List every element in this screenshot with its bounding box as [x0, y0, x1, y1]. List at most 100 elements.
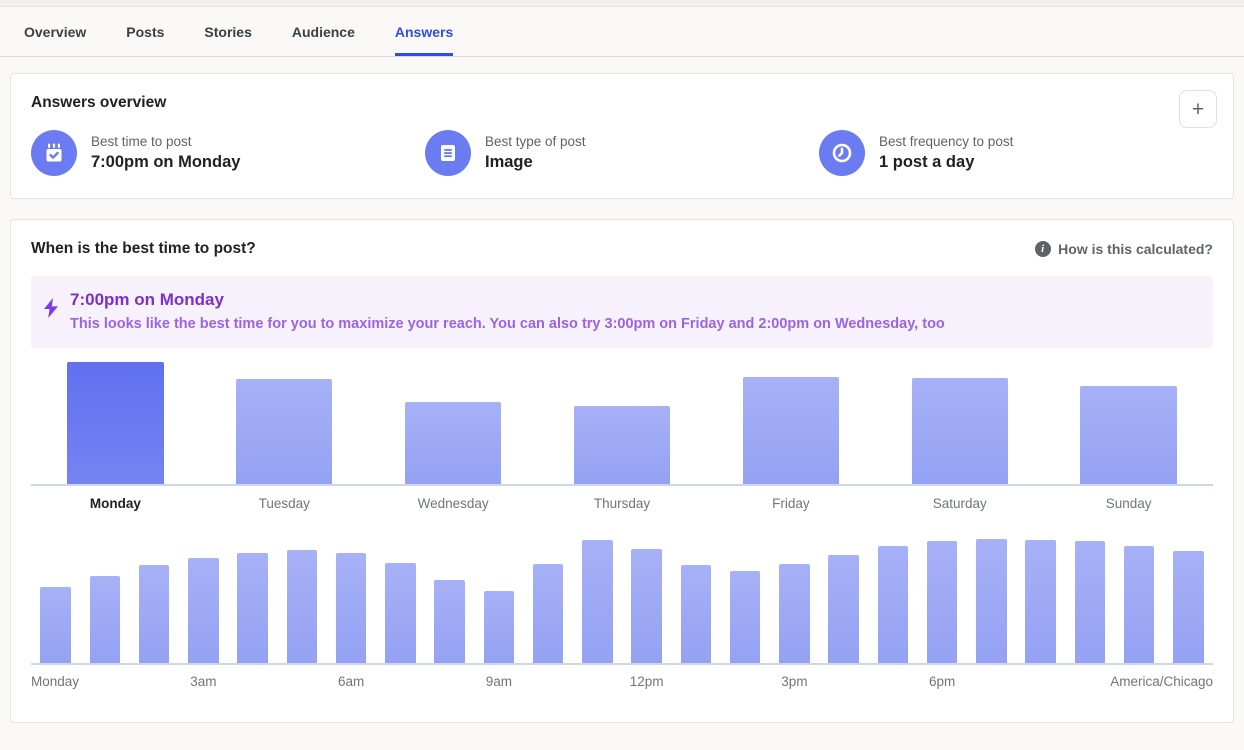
callout-text: 7:00pm on Monday This looks like the bes… — [70, 290, 945, 332]
best-time-card-header: When is the best time to post? i How is … — [31, 240, 1213, 258]
day-bar — [405, 402, 502, 484]
tab-posts[interactable]: Posts — [126, 23, 165, 40]
tab-stories[interactable]: Stories — [204, 23, 252, 40]
callout-title: 7:00pm on Monday — [70, 290, 224, 309]
hour-column-6pm — [918, 539, 967, 663]
hour-bar-chart: Monday 3am 6am 9am 12pm 3pm 6pm America/Chicago — [31, 539, 1213, 696]
add-widget-button[interactable]: + — [1179, 90, 1217, 128]
day-bar — [742, 376, 839, 484]
day-column-thursday — [538, 362, 707, 484]
hour-bars — [31, 539, 1213, 663]
hour-tick-label-monday: Monday — [31, 674, 80, 689]
day-column-tuesday — [200, 362, 369, 484]
hour-bar-6am — [335, 552, 367, 663]
answers-overview-title: Answers overview — [31, 94, 167, 111]
hour-column-2pm — [721, 539, 770, 663]
day-column-monday — [31, 362, 200, 484]
hour-bar-5am — [286, 550, 318, 663]
hour-column-6am — [327, 539, 376, 663]
hour-bar-1am — [89, 576, 121, 663]
hour-bar-8pm — [1025, 540, 1056, 663]
day-axis-line — [31, 484, 1213, 486]
hour-bar-10pm — [1123, 546, 1155, 663]
highlighted-day-bar — [67, 362, 164, 484]
lightning-icon — [43, 298, 59, 332]
stat-label: Best frequency to post — [879, 134, 1014, 149]
hour-bar-3pm — [779, 563, 810, 663]
tab-overview[interactable]: Overview — [24, 23, 87, 40]
clock-icon — [819, 130, 865, 176]
day-column-saturday — [875, 362, 1044, 484]
hour-bar-2pm — [729, 571, 761, 663]
stat-value: 7:00pm on Monday — [91, 153, 241, 171]
day-label-friday: Friday — [772, 496, 810, 511]
hour-column-10pm — [1115, 539, 1164, 663]
hour-column-5am — [277, 539, 326, 663]
hour-column-2am — [130, 539, 179, 663]
hour-column-11am — [573, 539, 622, 663]
hour-tick-label-6am: 6am — [337, 674, 365, 689]
stat-best-time: Best time to post 7:00pm on Monday — [31, 130, 425, 176]
hour-bar-7pm — [976, 539, 1007, 663]
stat-best-time-text: Best time to post 7:00pm on Monday — [91, 134, 240, 172]
stat-best-frequency-text: Best frequency to post 1 post a day — [879, 134, 1013, 172]
hour-tick-label-12pm: 12pm — [629, 674, 664, 689]
hour-bar-10am — [532, 563, 564, 663]
tab-audience[interactable]: Audience — [291, 23, 355, 40]
hour-bar-2am — [138, 565, 170, 663]
hour-column-9pm — [1065, 539, 1114, 663]
hour-tick-label-america-chicago: America/Chicago — [1110, 674, 1213, 689]
hour-bar-8am — [434, 579, 465, 663]
day-bar — [1080, 386, 1177, 484]
day-bars — [31, 362, 1213, 484]
hour-column-8pm — [1016, 539, 1065, 663]
answers-overview-card: Answers overview + Best time to post 7:0… — [10, 73, 1234, 199]
hour-bar-9am — [483, 591, 515, 663]
hour-bar-1pm — [680, 565, 712, 663]
hour-column-3pm — [770, 539, 819, 663]
stat-best-type-text: Best type of post Image — [485, 134, 586, 172]
stat-best-type: Best type of post Image — [425, 130, 819, 176]
hour-column-4pm — [819, 539, 868, 663]
hour-axis-line — [31, 663, 1213, 665]
hour-bar-7am — [385, 562, 416, 663]
hour-column-10am — [524, 539, 573, 663]
day-column-sunday — [1044, 362, 1213, 484]
tab-answers[interactable]: Answers — [394, 7, 454, 56]
hour-tick-label-9am: 9am — [485, 674, 513, 689]
hour-column-1pm — [671, 539, 720, 663]
day-label-thursday: Thursday — [593, 496, 651, 511]
stat-value: Image — [485, 153, 533, 171]
hour-bar-4pm — [828, 555, 859, 663]
day-label-saturday: Saturday — [932, 496, 987, 511]
hour-bar-5pm — [877, 546, 909, 663]
how-calculated-label: How is this calculated? — [1058, 241, 1213, 257]
best-time-card-title: When is the best time to post? — [31, 240, 256, 257]
window-chrome-strip — [0, 0, 1244, 7]
best-time-callout: 7:00pm on Monday This looks like the bes… — [31, 276, 1213, 348]
hour-column-12am — [31, 539, 80, 663]
hour-bar-11pm — [1173, 551, 1204, 663]
hour-column-11pm — [1164, 539, 1213, 663]
stat-label: Best type of post — [485, 134, 586, 149]
hour-column-3am — [179, 539, 228, 663]
hour-bar-11am — [582, 540, 613, 663]
how-calculated-link[interactable]: i How is this calculated? — [1035, 241, 1213, 257]
hour-column-4am — [228, 539, 277, 663]
hour-column-8am — [425, 539, 474, 663]
document-icon — [425, 130, 471, 176]
hour-column-9am — [474, 539, 523, 663]
day-axis-labels: Monday Tuesday Wednesday Thursday Friday Satu… — [31, 486, 1213, 511]
overview-stats-row: Best time to post 7:00pm on Monday Best … — [31, 130, 1213, 176]
hour-axis-labels: Monday 3am 6am 9am 12pm 3pm 6pm America/Chicago — [31, 674, 1213, 696]
stat-best-frequency: Best frequency to post 1 post a day — [819, 130, 1213, 176]
day-label-tuesday: Tuesday — [258, 496, 310, 511]
day-label-sunday: Sunday — [1105, 496, 1152, 511]
hour-tick-label-6pm: 6pm — [928, 674, 956, 689]
hour-column-7pm — [967, 539, 1016, 663]
best-time-card: When is the best time to post? i How is … — [10, 219, 1234, 723]
day-label-wednesday: Wednesday — [417, 496, 489, 511]
hour-bar-4am — [237, 552, 268, 663]
day-bar — [911, 377, 1008, 484]
day-label-monday: Monday — [89, 496, 141, 511]
